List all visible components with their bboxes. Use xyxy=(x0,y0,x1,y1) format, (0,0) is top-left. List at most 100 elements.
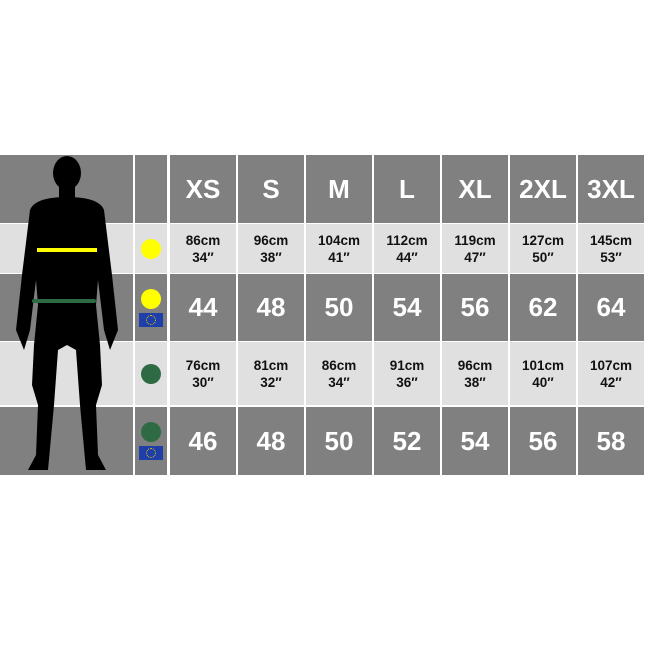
waist-cell: 76cm 30″ xyxy=(170,342,236,405)
inches-value: 50″ xyxy=(532,249,554,265)
size-header: L xyxy=(374,155,440,223)
waist-eu-cell: 46 xyxy=(170,407,236,475)
measure-icon-cell xyxy=(135,407,167,475)
waist-dot-icon xyxy=(141,422,161,442)
size-header: XL xyxy=(442,155,508,223)
cm-value: 107cm xyxy=(589,357,633,373)
eu-size-value: 48 xyxy=(256,292,286,322)
chest-eu-cell: 64 xyxy=(578,274,644,341)
cm-value: 101cm xyxy=(521,357,565,373)
inches-value: 38″ xyxy=(260,249,282,265)
chest-eu-cell: 44 xyxy=(170,274,236,341)
figure-band xyxy=(0,342,133,405)
size-header: S xyxy=(238,155,304,223)
chest-cell: 96cm 38″ xyxy=(238,224,304,273)
waist-cell: 96cm 38″ xyxy=(442,342,508,405)
chest-dot-icon xyxy=(141,288,161,309)
measure-icon-cell xyxy=(135,155,167,223)
size-header: 2XL xyxy=(510,155,576,223)
eu-size-value: 56 xyxy=(528,425,558,456)
chest-eu-cell: 50 xyxy=(306,274,372,341)
size-label: 3XL xyxy=(587,173,635,204)
size-label: S xyxy=(262,173,280,204)
waist-cell: 101cm 40″ xyxy=(510,342,576,405)
eu-size-value: 64 xyxy=(596,292,626,322)
inches-value: 34″ xyxy=(328,374,350,390)
cm-value: 104cm xyxy=(317,232,361,248)
eu-size-value: 50 xyxy=(324,425,354,456)
size-label: L xyxy=(399,173,415,204)
cm-value: 127cm xyxy=(521,232,565,248)
cm-value: 76cm xyxy=(185,357,221,373)
cm-value: 86cm xyxy=(321,357,357,373)
chest-eu-cell: 48 xyxy=(238,274,304,341)
measure-icon-cell xyxy=(135,342,167,405)
measure-icon-cell xyxy=(135,224,167,273)
size-label: XL xyxy=(458,173,492,204)
size-header: M xyxy=(306,155,372,223)
eu-size-value: 54 xyxy=(460,425,490,456)
cm-value: 91cm xyxy=(389,357,425,373)
inches-value: 44″ xyxy=(396,249,418,265)
chest-line xyxy=(37,248,97,252)
measure-icon-cell xyxy=(135,274,167,341)
inches-value: 30″ xyxy=(192,374,214,390)
waist-eu-cell: 54 xyxy=(442,407,508,475)
chest-eu-cell: 54 xyxy=(374,274,440,341)
inches-value: 53″ xyxy=(600,249,622,265)
chest-cell: 86cm 34″ xyxy=(170,224,236,273)
inches-value: 41″ xyxy=(328,249,350,265)
chest-cell: 145cm 53″ xyxy=(578,224,644,273)
waist-cell: 81cm 32″ xyxy=(238,342,304,405)
chest-eu-cell: 56 xyxy=(442,274,508,341)
waist-eu-cell: 52 xyxy=(374,407,440,475)
eu-size-value: 52 xyxy=(392,425,422,456)
waist-line xyxy=(32,299,96,303)
eu-size-value: 46 xyxy=(188,425,218,456)
chest-cell: 119cm 47″ xyxy=(442,224,508,273)
chest-cell: 127cm 50″ xyxy=(510,224,576,273)
body-silhouette-icon xyxy=(16,156,118,470)
cm-value: 119cm xyxy=(454,232,496,248)
cm-value: 81cm xyxy=(253,357,289,373)
cm-value: 96cm xyxy=(253,232,289,248)
inches-value: 32″ xyxy=(260,374,282,390)
waist-cell: 91cm 36″ xyxy=(374,342,440,405)
size-header: XS xyxy=(170,155,236,223)
waist-eu-cell: 58 xyxy=(578,407,644,475)
waist-eu-cell: 56 xyxy=(510,407,576,475)
cm-value: 145cm xyxy=(589,232,633,248)
cm-value: 112cm xyxy=(386,232,428,248)
chest-cell: 112cm 44″ xyxy=(374,224,440,273)
eu-flag-icon xyxy=(139,446,163,460)
figure-band xyxy=(0,407,133,475)
chest-eu-cell: 62 xyxy=(510,274,576,341)
chest-cell: 104cm 41″ xyxy=(306,224,372,273)
inches-value: 40″ xyxy=(532,374,554,390)
size-chart-table: XS S M L XL 2XL 3XL 86cm 34″ 96cm 38″ 104cm 41″ 112cm… xyxy=(0,155,644,475)
eu-size-value: 50 xyxy=(324,292,354,322)
eu-size-value: 54 xyxy=(392,292,422,322)
eu-size-value: 56 xyxy=(460,292,490,322)
inches-value: 38″ xyxy=(464,374,486,390)
inches-value: 34″ xyxy=(192,249,214,265)
size-label: XS xyxy=(185,173,221,204)
waist-cell: 107cm 42″ xyxy=(578,342,644,405)
chest-dot-icon xyxy=(141,238,161,259)
waist-dot-icon xyxy=(141,363,161,384)
waist-cell: 86cm 34″ xyxy=(306,342,372,405)
size-label: M xyxy=(328,173,350,204)
cm-value: 86cm xyxy=(185,232,221,248)
eu-size-value: 48 xyxy=(256,425,286,456)
waist-eu-cell: 48 xyxy=(238,407,304,475)
size-label: 2XL xyxy=(519,173,567,204)
eu-flag-icon xyxy=(139,312,163,327)
inches-value: 42″ xyxy=(600,374,622,390)
inches-value: 36″ xyxy=(396,374,418,390)
waist-eu-cell: 50 xyxy=(306,407,372,475)
eu-size-value: 44 xyxy=(188,292,218,322)
eu-size-value: 58 xyxy=(596,425,626,456)
size-header: 3XL xyxy=(578,155,644,223)
eu-size-value: 62 xyxy=(528,292,558,322)
inches-value: 47″ xyxy=(464,249,486,265)
